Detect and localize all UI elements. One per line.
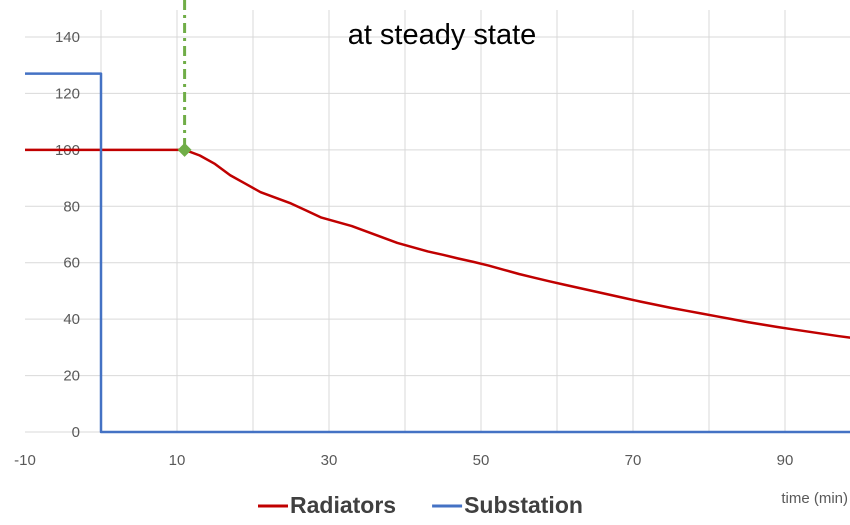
legend: Radiators Substation xyxy=(258,492,583,518)
x-axis: -10 10 30 50 70 90 xyxy=(14,452,793,469)
x-tick-label: 50 xyxy=(473,452,490,469)
y-tick-label: 120 xyxy=(55,85,80,102)
y-tick-label: 0 xyxy=(72,424,80,441)
y-tick-label: 140 xyxy=(55,29,80,46)
legend-label: Substation xyxy=(464,492,583,518)
y-tick-label: 20 xyxy=(63,368,80,385)
marker-diamond xyxy=(177,142,192,157)
y-tick-label: 80 xyxy=(63,198,80,215)
grid xyxy=(25,10,850,433)
x-tick-label: 10 xyxy=(169,452,186,469)
series-line-radiators xyxy=(25,148,850,339)
x-tick-label: 30 xyxy=(321,452,338,469)
x-axis-label: time (min) xyxy=(781,490,848,507)
x-tick-label: 90 xyxy=(777,452,794,469)
x-tick-label: -10 xyxy=(14,452,36,469)
series-line-substation xyxy=(25,72,850,434)
annotation-text: at steady state xyxy=(348,19,537,51)
legend-label: Radiators xyxy=(290,492,396,518)
marker-layer xyxy=(177,0,192,157)
x-tick-label: 70 xyxy=(625,452,642,469)
y-tick-label: 40 xyxy=(63,311,80,328)
series-layer xyxy=(25,72,850,434)
y-tick-label: 60 xyxy=(63,255,80,272)
